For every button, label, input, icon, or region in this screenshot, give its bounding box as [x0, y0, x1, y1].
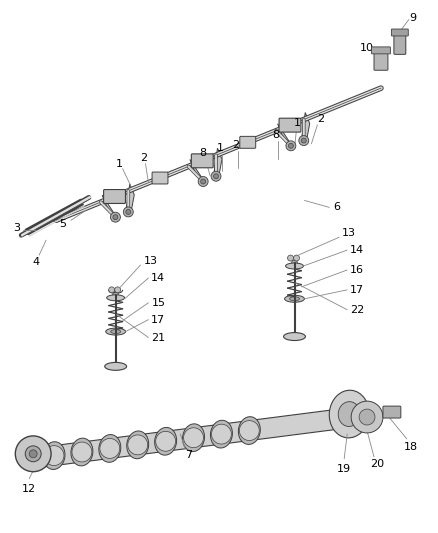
FancyBboxPatch shape: [394, 30, 406, 54]
Circle shape: [25, 446, 41, 462]
Ellipse shape: [106, 328, 126, 335]
Circle shape: [113, 215, 118, 220]
Ellipse shape: [210, 420, 233, 448]
Text: 8: 8: [200, 148, 207, 158]
FancyBboxPatch shape: [371, 47, 390, 54]
Text: 6: 6: [334, 203, 341, 212]
Text: 20: 20: [370, 459, 384, 469]
Ellipse shape: [286, 263, 304, 269]
Ellipse shape: [238, 417, 260, 445]
Circle shape: [288, 255, 293, 261]
Polygon shape: [278, 124, 293, 150]
Circle shape: [113, 292, 119, 298]
Circle shape: [15, 436, 51, 472]
Circle shape: [128, 435, 148, 455]
Ellipse shape: [283, 333, 305, 341]
Text: 1: 1: [294, 118, 301, 128]
Text: 2: 2: [232, 140, 240, 150]
Polygon shape: [28, 409, 340, 469]
Ellipse shape: [183, 424, 205, 451]
Circle shape: [292, 260, 297, 266]
Circle shape: [286, 141, 296, 151]
Text: 1: 1: [116, 159, 123, 168]
Circle shape: [214, 174, 219, 179]
Circle shape: [124, 207, 133, 217]
Text: 21: 21: [151, 333, 166, 343]
Text: 13: 13: [342, 228, 356, 238]
FancyBboxPatch shape: [279, 118, 301, 132]
Circle shape: [126, 209, 131, 214]
Circle shape: [198, 176, 208, 187]
Text: 17: 17: [350, 285, 364, 295]
FancyBboxPatch shape: [383, 406, 401, 418]
Text: 2: 2: [140, 152, 147, 163]
Circle shape: [293, 255, 300, 261]
Text: 10: 10: [360, 43, 374, 53]
Text: 1: 1: [216, 143, 223, 153]
Circle shape: [110, 212, 120, 222]
Text: 15: 15: [152, 298, 166, 308]
Circle shape: [109, 287, 115, 293]
Ellipse shape: [290, 297, 300, 301]
Text: 9: 9: [409, 13, 417, 22]
Text: 14: 14: [350, 245, 364, 255]
Text: 5: 5: [60, 219, 67, 229]
Ellipse shape: [43, 442, 65, 470]
Circle shape: [240, 421, 259, 440]
Circle shape: [359, 409, 375, 425]
Text: 19: 19: [337, 464, 351, 474]
Ellipse shape: [155, 427, 177, 455]
Ellipse shape: [127, 431, 149, 459]
Ellipse shape: [111, 329, 120, 334]
Circle shape: [184, 428, 204, 448]
Polygon shape: [302, 112, 310, 145]
Circle shape: [29, 450, 37, 458]
Circle shape: [299, 135, 309, 146]
FancyBboxPatch shape: [392, 29, 408, 36]
Text: 16: 16: [350, 265, 364, 275]
Text: 4: 4: [32, 257, 40, 267]
Text: 12: 12: [22, 483, 36, 494]
FancyBboxPatch shape: [152, 172, 168, 184]
Ellipse shape: [71, 438, 93, 466]
Circle shape: [115, 287, 120, 293]
Text: 22: 22: [350, 305, 364, 314]
Text: 7: 7: [185, 450, 192, 460]
Polygon shape: [127, 184, 134, 216]
Text: 8: 8: [272, 130, 279, 140]
Ellipse shape: [285, 295, 304, 302]
Text: 13: 13: [143, 256, 157, 266]
Ellipse shape: [99, 434, 121, 462]
Ellipse shape: [329, 390, 369, 438]
Circle shape: [351, 401, 383, 433]
Polygon shape: [214, 148, 222, 181]
FancyBboxPatch shape: [240, 136, 256, 148]
FancyBboxPatch shape: [104, 190, 125, 204]
Text: 18: 18: [404, 442, 418, 452]
Text: 3: 3: [13, 223, 20, 233]
Circle shape: [211, 171, 221, 181]
Circle shape: [72, 442, 92, 462]
Circle shape: [301, 138, 306, 143]
Text: 14: 14: [151, 273, 166, 283]
Circle shape: [44, 446, 64, 465]
Text: 2: 2: [317, 114, 324, 124]
Circle shape: [100, 439, 120, 458]
Ellipse shape: [105, 362, 127, 370]
Text: 17: 17: [151, 314, 166, 325]
Ellipse shape: [107, 295, 124, 301]
FancyBboxPatch shape: [374, 49, 388, 70]
Polygon shape: [102, 195, 117, 222]
FancyBboxPatch shape: [191, 154, 213, 168]
Circle shape: [155, 431, 176, 451]
Circle shape: [212, 424, 231, 444]
Polygon shape: [190, 159, 205, 186]
Circle shape: [288, 143, 293, 148]
Circle shape: [201, 179, 205, 184]
Ellipse shape: [338, 402, 360, 426]
